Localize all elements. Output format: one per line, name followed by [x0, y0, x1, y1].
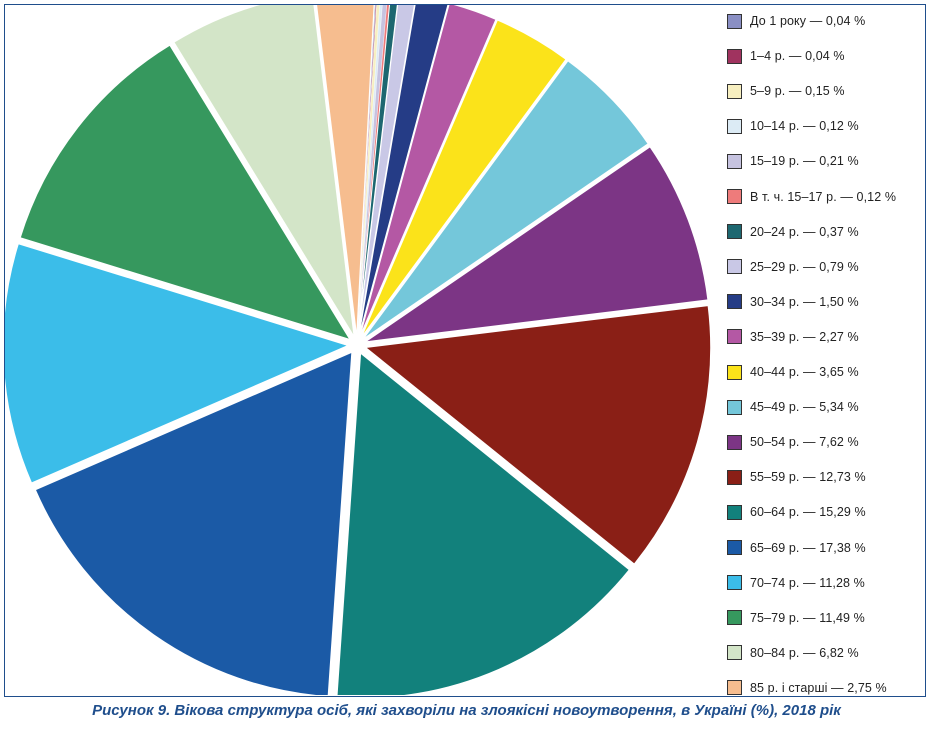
legend-swatch [727, 329, 742, 345]
legend-swatch [727, 259, 742, 275]
legend-swatch [727, 118, 742, 134]
legend-item: До 1 року — 0,04 % [727, 11, 865, 31]
legend-label: 75–79 р. — 11,49 % [750, 610, 865, 625]
legend-swatch [727, 224, 742, 240]
legend-swatch [727, 434, 742, 450]
legend-label: В т. ч. 15–17 р. — 0,12 % [750, 189, 897, 204]
legend-item: 45–49 р. — 5,34 % [727, 397, 859, 417]
legend-swatch [727, 83, 742, 99]
pie-slice [316, 5, 375, 337]
legend-item: В т. ч. 15–17 р. — 0,12 % [727, 187, 896, 207]
legend-label: 1–4 р. — 0,04 % [750, 49, 845, 64]
legend-swatch [727, 364, 742, 380]
legend-label: 5–9 р. — 0,15 % [750, 84, 845, 99]
legend-label: 55–59 р. — 12,73 % [750, 470, 866, 485]
legend-item: 30–34 р. — 1,50 % [727, 292, 859, 312]
legend-item: 10–14 р. — 0,12 % [727, 116, 859, 136]
legend-item: 80–84 р. — 6,82 % [727, 643, 859, 663]
legend-swatch [727, 399, 742, 415]
legend-label: 15–19 р. — 0,21 % [750, 154, 859, 169]
legend-label: 20–24 р. — 0,37 % [750, 224, 859, 239]
legend-item: 25–29 р. — 0,79 % [727, 257, 859, 277]
chart-frame: До 1 року — 0,04 % 1–4 р. — 0,04 % 5–9 р. … [4, 4, 926, 697]
pie-slice [365, 146, 709, 343]
legend-label: 45–49 р. — 5,34 % [750, 400, 859, 415]
legend-swatch [727, 153, 742, 169]
legend-item: 1–4 р. — 0,04 % [727, 46, 845, 66]
pie-slice [5, 243, 350, 484]
pie-chart [5, 5, 712, 695]
legend-item: 65–69 р. — 17,38 % [727, 538, 866, 558]
pie-slice [361, 19, 567, 338]
legend-item: 70–74 р. — 11,28 % [727, 573, 865, 593]
pie-slice [363, 60, 649, 340]
legend-item: 85 р. і старші — 2,75 % [727, 678, 887, 698]
legend-label: 70–74 р. — 11,28 % [750, 575, 865, 590]
legend-swatch [727, 189, 742, 204]
legend-item: 15–19 р. — 0,21 % [727, 151, 859, 171]
legend-swatch [727, 575, 742, 591]
legend-label: 25–29 р. — 0,79 % [750, 259, 859, 274]
legend-item: 75–79 р. — 11,49 % [727, 608, 865, 628]
legend-item: 35–39 р. — 2,27 % [727, 327, 859, 347]
legend-item: 60–64 р. — 15,29 % [727, 502, 866, 522]
legend-label: 40–44 р. — 3,65 % [750, 365, 859, 379]
legend-swatch [727, 13, 742, 29]
legend-swatch [727, 294, 742, 310]
legend-item: 20–24 р. — 0,37 % [727, 222, 859, 242]
legend-swatch [727, 504, 742, 520]
pie-slice [34, 351, 353, 695]
legend-swatch [727, 469, 742, 485]
legend-item: 40–44 р. — 3,65 % [727, 362, 859, 382]
legend-swatch [727, 680, 742, 696]
pie-slice [173, 5, 355, 337]
legend-item: 55–59 р. — 12,73 % [727, 467, 866, 487]
legend-label: 50–54 р. — 7,62 % [750, 435, 859, 450]
legend-item: 50–54 р. — 7,62 % [727, 432, 859, 452]
legend-swatch [727, 645, 742, 661]
legend-swatch [727, 540, 742, 555]
legend-label: 10–14 р. — 0,12 % [750, 119, 859, 134]
pie-slice [364, 305, 712, 565]
legend-label: 35–39 р. — 2,27 % [750, 329, 859, 344]
legend-swatch [727, 48, 742, 64]
legend-swatch [727, 610, 742, 626]
pie-slice [336, 352, 630, 695]
legend-item: 5–9 р. — 0,15 % [727, 81, 845, 101]
legend-label: 80–84 р. — 6,82 % [750, 645, 859, 660]
legend-label: 30–34 р. — 1,50 % [750, 294, 859, 309]
chart-caption: Рисунок 9. Вікова структура осіб, які за… [92, 702, 841, 719]
pie-slice [19, 44, 352, 341]
pie-slice [357, 5, 415, 337]
legend-label: 85 р. і старші — 2,75 % [750, 680, 887, 695]
pie-slice [359, 5, 497, 337]
legend-label: 65–69 р. — 17,38 % [750, 540, 866, 555]
legend-label: 60–64 р. — 15,29 % [750, 505, 866, 520]
legend-label: До 1 року — 0,04 % [750, 14, 866, 28]
